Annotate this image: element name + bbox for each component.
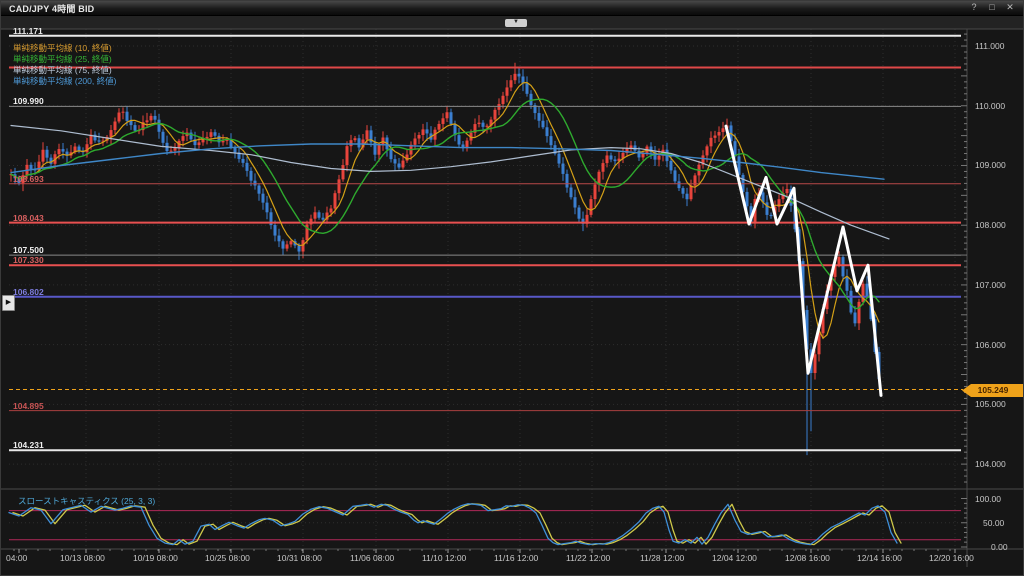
price-axis-label-111: 111.000 xyxy=(975,41,1005,52)
price-axis-label-104: 104.000 xyxy=(975,459,1006,470)
legend-sma-1: 単純移動平均線 (25, 終値) xyxy=(13,54,112,64)
price-levels-layer xyxy=(9,34,961,452)
trend-zigzag-annotation xyxy=(724,124,883,397)
level-label-109.990: 109.990 xyxy=(13,96,44,107)
time-axis-label-13: 12/20 16:00 xyxy=(929,553,974,563)
legend-sma-0: 単純移動平均線 (10, 終値) xyxy=(13,43,112,53)
collapse-toolbar-button[interactable]: ▼ xyxy=(505,19,527,27)
price-axis-label-108: 108.000 xyxy=(975,220,1006,231)
price-axis-label-110: 110.000 xyxy=(975,100,1006,111)
time-axis-label-11: 12/08 16:00 xyxy=(785,553,830,563)
price-axis-label-105: 105.000 xyxy=(975,399,1006,410)
sub-axis-label-100: 100.00 xyxy=(975,493,1001,504)
time-axis-label-8: 11/22 12:00 xyxy=(566,553,611,563)
price-axis-label-109: 109.000 xyxy=(975,160,1006,171)
stochastic-indicator-label: スローストキャスティクス (25, 3, 3) xyxy=(18,496,156,506)
stochastic-layer xyxy=(9,510,961,541)
close-icon[interactable]: ✕ xyxy=(1006,2,1014,12)
level-label-104.895: 104.895 xyxy=(13,400,44,411)
level-label-111.171: 111.171 xyxy=(13,25,43,36)
time-axis-label-10: 12/04 12:00 xyxy=(712,553,757,563)
axis-ticks-layer xyxy=(13,33,967,553)
level-label-104.231: 104.231 xyxy=(13,440,44,451)
time-axis-label-12: 12/14 16:00 xyxy=(857,553,902,563)
sub-axis-label-50: 50.00 xyxy=(983,517,1005,528)
help-icon[interactable]: ? xyxy=(971,2,977,12)
time-axis-label-0: 04:00 xyxy=(6,553,28,563)
stoch-d-line xyxy=(12,503,902,546)
window-title: CAD/JPY 4時間 BID xyxy=(9,4,95,14)
time-axis-label-7: 11/16 12:00 xyxy=(494,553,539,563)
level-label-106.802: 106.802 xyxy=(13,286,44,297)
sma200-line xyxy=(10,143,885,180)
title-bar: CAD/JPY 4時間 BID ? □ ✕ xyxy=(1,1,1023,16)
time-axis-label-3: 10/25 08:00 xyxy=(205,553,250,563)
legend-sma-2: 単純移動平均線 (75, 終値) xyxy=(13,65,112,75)
level-label-107.330: 107.330 xyxy=(13,255,44,266)
level-label-108.693: 108.693 xyxy=(13,173,44,184)
current-price-badge: 105.249 xyxy=(962,384,1023,397)
time-axis-label-4: 10/31 08:00 xyxy=(277,553,322,563)
price-axis-label-106: 106.000 xyxy=(975,339,1006,350)
legend-sma-3: 単純移動平均線 (200, 終値) xyxy=(13,76,117,86)
sma10-line xyxy=(10,81,880,339)
stoch-k-line xyxy=(8,503,898,546)
time-axis-label-9: 11/28 12:00 xyxy=(640,553,685,563)
price-axis-label-107: 107.000 xyxy=(975,279,1006,290)
expand-panel-button[interactable]: ▶ xyxy=(2,295,15,311)
maximize-icon[interactable]: □ xyxy=(989,2,995,12)
time-axis-label-6: 11/10 12:00 xyxy=(422,553,467,563)
sub-axis-label-0: 0.00 xyxy=(991,542,1008,552)
time-axis-label-1: 10/13 08:00 xyxy=(60,553,105,563)
level-label-108.043: 108.043 xyxy=(13,212,44,223)
time-axis-label-5: 11/06 08:00 xyxy=(350,553,395,563)
level-label-107.500: 107.500 xyxy=(13,245,44,256)
time-axis-label-2: 10/19 08:00 xyxy=(133,553,178,563)
